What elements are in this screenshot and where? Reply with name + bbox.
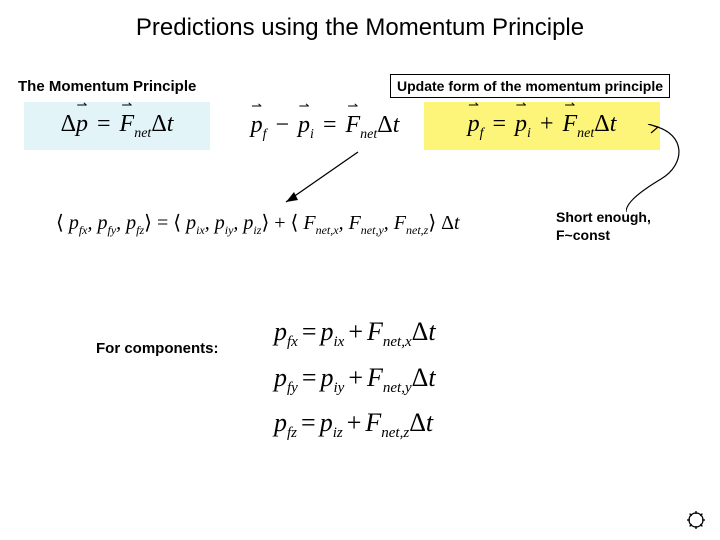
label-update-form: Update form of the momentum principle	[390, 74, 670, 98]
note-line-1: Short enough,	[556, 208, 651, 226]
equation-rearranged: p⇀f − p⇀i = F⇀netΔt	[240, 104, 410, 150]
equations-components: pfx=pix+Fnet,xΔt pfy=piy+Fnet,yΔt pfz=pi…	[274, 310, 436, 447]
equation-component-y: pfy=piy+Fnet,yΔt	[274, 356, 436, 402]
note-short-enough: Short enough, F~const	[556, 208, 651, 244]
equation-component-x: pfx=pix+Fnet,xΔt	[274, 310, 436, 356]
arrow-to-expanded	[280, 150, 380, 212]
equation-update-form: p⇀f = p⇀i + F⇀netΔt	[424, 102, 660, 150]
equation-expanded-vector: ⟨ pfx, pfy, pfz⟩ = ⟨ pix, piy, piz⟩ + ⟨ …	[56, 210, 460, 238]
label-momentum-principle: The Momentum Principle	[18, 78, 196, 95]
note-line-2: F~const	[556, 226, 651, 244]
page-title: Predictions using the Momentum Principle	[0, 0, 720, 42]
equation-component-z: pfz=piz+Fnet,zΔt	[274, 401, 436, 447]
annotation-squiggle	[626, 124, 696, 214]
label-for-components: For components:	[96, 340, 219, 357]
gear-icon	[686, 510, 706, 530]
equation-momentum-principle: Δp⇀ = F⇀netΔt	[24, 102, 210, 150]
